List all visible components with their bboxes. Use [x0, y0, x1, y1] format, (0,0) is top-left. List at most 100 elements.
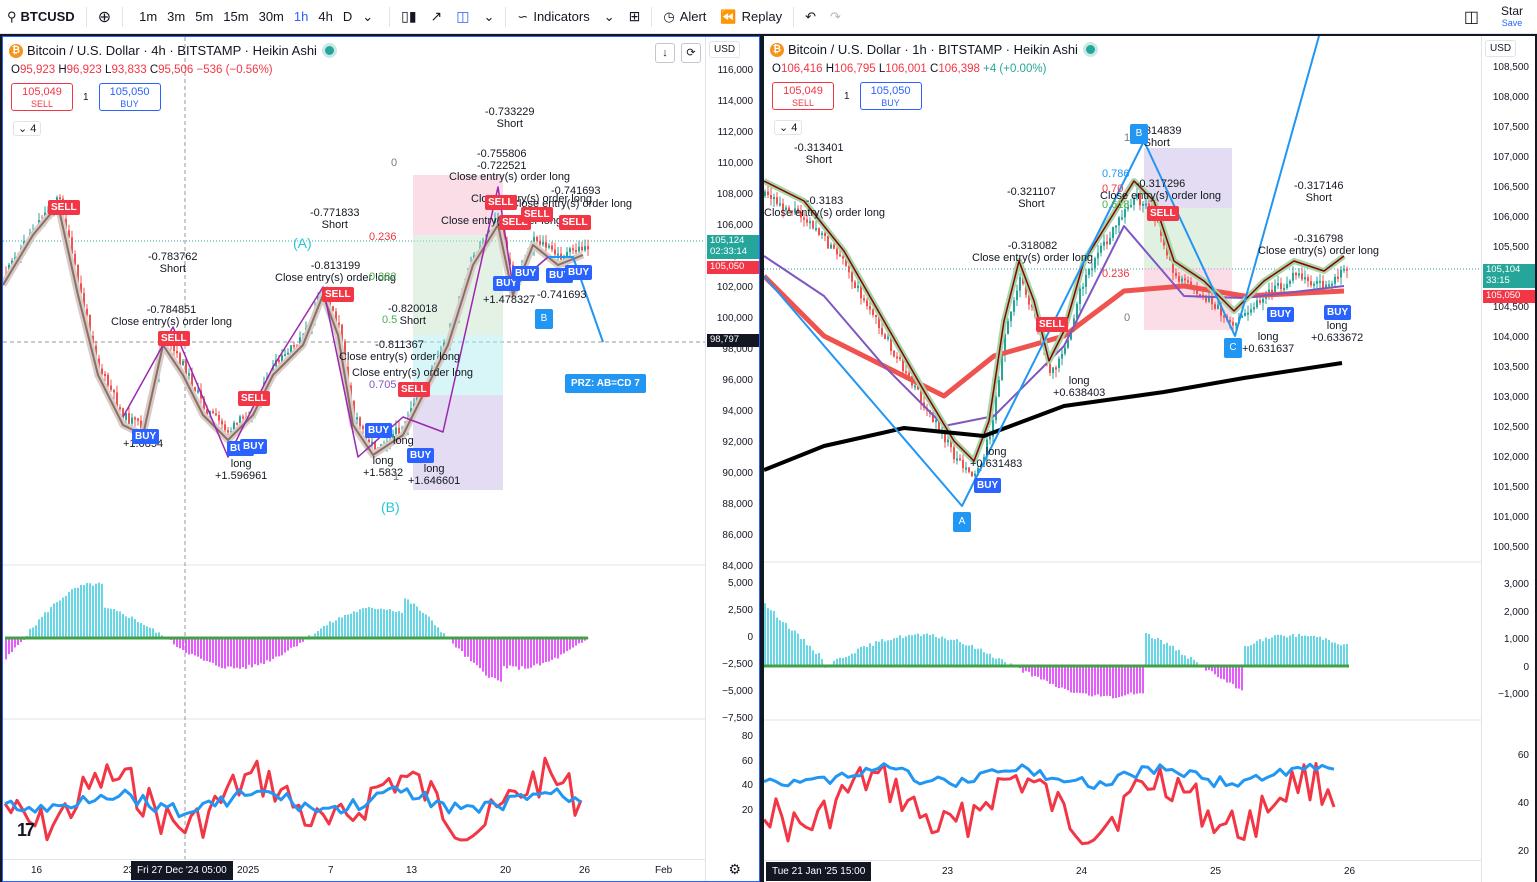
- macd-bar: [323, 625, 325, 638]
- line-style-button[interactable]: ↗: [424, 0, 450, 34]
- macd-bar: [818, 652, 820, 666]
- candle-body: [239, 416, 241, 424]
- sell-button[interactable]: 105,049 SELL: [11, 83, 73, 111]
- pattern-point-b[interactable]: B: [1130, 124, 1148, 144]
- interval-4h[interactable]: 4h: [318, 9, 333, 24]
- chart-canvas-1h[interactable]: [764, 36, 1481, 860]
- candle-body: [1340, 270, 1342, 278]
- arrow-down-icon[interactable]: ↓: [655, 43, 675, 63]
- chart-type-chevron[interactable]: ⌄: [477, 0, 502, 34]
- indicators-button[interactable]: ∽ Indicators: [510, 0, 596, 34]
- candle-body: [1088, 268, 1090, 275]
- buy-signal[interactable]: BUY: [365, 423, 393, 438]
- fullscreen-button[interactable]: ◫: [1450, 0, 1493, 34]
- chart-panel-4h[interactable]: ₿ Bitcoin / U.S. Dollar · 4h · BITSTAMP …: [2, 36, 760, 882]
- currency-selector[interactable]: USD: [709, 41, 741, 58]
- price-tick: 2,500: [727, 605, 753, 616]
- compare-button[interactable]: ⊕: [91, 0, 118, 34]
- macd-bar: [569, 638, 571, 650]
- undo-button[interactable]: ↶: [798, 0, 823, 34]
- sell-signal[interactable]: SELL: [485, 195, 517, 210]
- sell-signal[interactable]: SELL: [48, 200, 80, 215]
- save-layout-button[interactable]: Star Save: [1493, 5, 1537, 28]
- sell-signal[interactable]: SELL: [322, 287, 354, 302]
- indicators-label: Indicators: [533, 9, 590, 24]
- price-axis[interactable]: USD 116,000 114,000 112,000 110,000 108,000 1…: [705, 37, 759, 881]
- price-axis[interactable]: USD 108,500 108,000 107,500 107,000 106,500 1…: [1481, 36, 1535, 882]
- sell-signal[interactable]: SELL: [158, 331, 190, 346]
- indicators-collapse-button[interactable]: ⌄ 4: [13, 121, 42, 136]
- sell-signal[interactable]: SELL: [1036, 317, 1068, 332]
- layout-button[interactable]: ⊞: [622, 0, 648, 34]
- sell-button[interactable]: 105,049 SELL: [772, 82, 834, 110]
- indicators-chevron[interactable]: ⌄: [597, 0, 622, 34]
- chevron-down-icon[interactable]: ⌄: [362, 8, 374, 24]
- candle-body: [122, 408, 124, 420]
- buy-signal[interactable]: BUY: [565, 265, 593, 280]
- candle-body: [1295, 272, 1297, 276]
- sync-icon[interactable]: ⟳: [681, 43, 701, 63]
- buy-signal[interactable]: BUY: [240, 439, 268, 454]
- candle-body: [542, 242, 544, 245]
- macd-bar: [971, 644, 973, 666]
- sell-signal[interactable]: SELL: [1147, 206, 1179, 221]
- candle-body: [1331, 283, 1333, 286]
- pattern-point-c[interactable]: C: [1224, 338, 1242, 358]
- macd-bar: [821, 659, 823, 666]
- prz-label[interactable]: PRZ: AB=CD 7: [565, 374, 646, 393]
- macd-bar: [1277, 634, 1279, 666]
- chart-canvas-4h[interactable]: [3, 37, 705, 859]
- bar-style-button[interactable]: ▯▮: [394, 0, 423, 34]
- interval-15m[interactable]: 15m: [223, 9, 249, 24]
- sell-signal[interactable]: SELL: [521, 207, 553, 222]
- macd-bar: [812, 650, 814, 666]
- indicators-collapse-button[interactable]: ⌄ 4: [774, 120, 803, 135]
- gear-icon[interactable]: ⚙: [728, 861, 741, 877]
- pattern-point-b[interactable]: B: [535, 309, 553, 329]
- macd-bar: [1175, 650, 1177, 666]
- time-label: Feb: [655, 865, 673, 876]
- sell-signal[interactable]: SELL: [559, 215, 591, 230]
- interval-5m[interactable]: 5m: [195, 9, 214, 24]
- candle-body: [1304, 277, 1306, 280]
- interval-30m[interactable]: 30m: [258, 9, 284, 24]
- interval-1m[interactable]: 1m: [139, 9, 158, 24]
- heikin-ashi-button[interactable]: ◫: [449, 0, 476, 34]
- interval-3m[interactable]: 3m: [167, 9, 186, 24]
- macd-bar: [62, 597, 64, 638]
- candle-body: [1310, 281, 1312, 286]
- candle-body: [1091, 268, 1093, 271]
- macd-bar: [95, 583, 97, 638]
- buy-button[interactable]: 105,050 BUY: [98, 83, 161, 111]
- sell-signal[interactable]: SELL: [398, 382, 430, 397]
- buy-signal[interactable]: BUY: [132, 429, 160, 444]
- macd-bar: [1166, 642, 1168, 666]
- candle-body: [854, 281, 856, 289]
- buy-signal[interactable]: BUY: [974, 478, 1002, 493]
- symbol-search[interactable]: ⚲ BTCUSD: [0, 0, 82, 34]
- candle-body: [1166, 245, 1168, 256]
- buy-signal[interactable]: BUY: [1324, 305, 1352, 320]
- pattern-point-a[interactable]: A: [953, 512, 971, 532]
- buy-button[interactable]: 105,050 BUY: [859, 82, 922, 110]
- currency-selector[interactable]: USD: [1485, 40, 1517, 57]
- candle-body: [359, 417, 361, 427]
- buy-signal[interactable]: BUY: [1267, 307, 1295, 322]
- macd-bar: [965, 645, 967, 666]
- buy-signal[interactable]: BUY: [512, 266, 540, 281]
- alert-button[interactable]: ◷ Alert: [656, 0, 713, 34]
- interval-d[interactable]: D: [342, 9, 353, 24]
- interval-1h[interactable]: 1h: [293, 9, 309, 24]
- macd-bar: [1043, 666, 1045, 680]
- sell-signal[interactable]: SELL: [238, 391, 270, 406]
- buy-signal[interactable]: BUY: [407, 448, 435, 463]
- time-axis[interactable]: 23 24 25 26 Tue 21 Jan '25 15:00: [764, 860, 1481, 882]
- chart-panel-1h[interactable]: ₿ Bitcoin / U.S. Dollar · 1h · BITSTAMP …: [764, 36, 1535, 882]
- redo-button[interactable]: ↷: [823, 0, 848, 34]
- replay-button[interactable]: ⏪ Replay: [713, 0, 789, 34]
- time-axis[interactable]: 16 23 2025 7 13 20 26 Feb Fri 27 Dec '24…: [3, 859, 705, 881]
- macd-bar: [1172, 645, 1174, 666]
- candle-body: [776, 197, 778, 204]
- macd-bar: [158, 632, 160, 638]
- macd-bar: [260, 638, 262, 664]
